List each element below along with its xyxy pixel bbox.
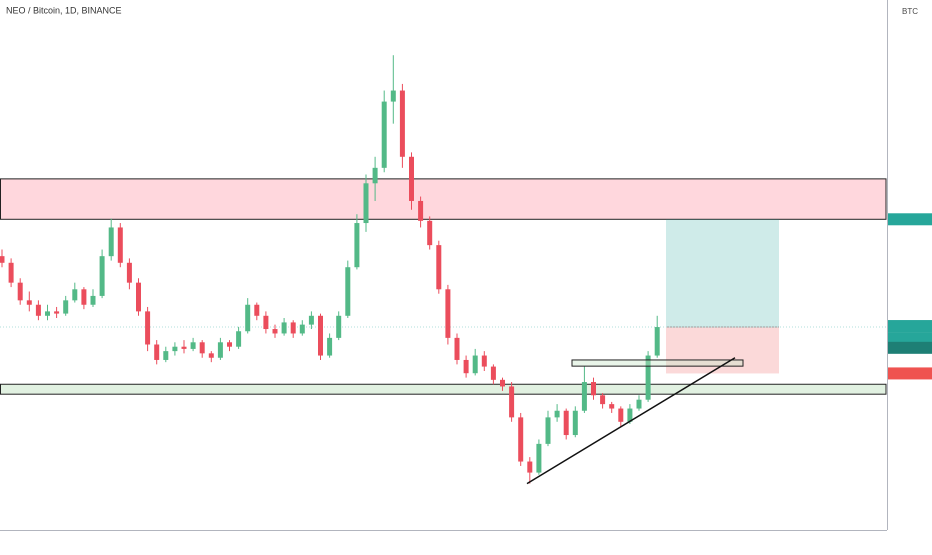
candle-body [199, 342, 205, 354]
candle-body [208, 353, 214, 358]
candle-body [99, 256, 105, 296]
candle-body [181, 346, 187, 349]
candle-body [35, 304, 41, 316]
price-label-bg [888, 320, 932, 333]
candle-body [490, 366, 496, 380]
candle-body [145, 311, 151, 345]
candle-body [627, 408, 633, 422]
candle-body [581, 382, 587, 411]
candle-body [63, 300, 69, 314]
candle-body [299, 324, 305, 334]
candle-body [263, 315, 269, 330]
resistance-zone [0, 178, 887, 220]
candle-body [554, 410, 560, 418]
candle-body [217, 342, 223, 358]
breakout-box [571, 359, 744, 367]
candle-body [536, 443, 542, 473]
candle-body [136, 282, 141, 312]
candle-body [72, 289, 78, 301]
candle-body [436, 245, 442, 290]
candle-body [108, 227, 114, 257]
candle-body [318, 315, 323, 356]
candle-body [363, 183, 369, 224]
candle-body [281, 322, 287, 334]
candle-body [591, 382, 596, 396]
support-zone [0, 383, 887, 395]
candle-body [399, 90, 405, 157]
candle-body [472, 355, 478, 374]
candle-body [190, 342, 196, 349]
candle-body [572, 410, 578, 436]
candle-body [636, 399, 642, 409]
candle-body [390, 90, 396, 102]
candle-body [254, 304, 260, 316]
candle-body [518, 417, 524, 462]
candle-body [227, 342, 232, 347]
candle-body [618, 408, 624, 422]
candle-body [418, 200, 424, 221]
candle-body [154, 344, 160, 360]
candle-body [654, 327, 660, 356]
candle-body [272, 329, 278, 334]
candle-body [445, 289, 451, 338]
candle-body [527, 461, 533, 473]
candle-body [545, 417, 551, 444]
currency-label: BTC [902, 7, 918, 16]
candle-body [454, 337, 460, 360]
candle-body [117, 227, 123, 263]
candle-body [336, 315, 342, 338]
candle-body [90, 295, 96, 305]
candle-body [381, 101, 387, 168]
candle-body [8, 262, 14, 283]
candle-body [500, 379, 505, 387]
candle-body [563, 410, 569, 436]
candle-body [81, 289, 87, 305]
price-label-bg [888, 213, 932, 226]
candle-body [372, 167, 378, 184]
candle-body [172, 346, 178, 352]
candle-body [345, 267, 351, 316]
chart-title: NEO / Bitcoin, 1D, BINANCE [6, 5, 122, 15]
candle-body [163, 351, 169, 360]
candle-body [409, 156, 414, 201]
countdown-bg [888, 332, 932, 344]
candle-body [236, 331, 242, 347]
candle-body [290, 322, 296, 334]
candle-body [427, 220, 433, 246]
candle-body [354, 223, 360, 268]
candle-body [45, 311, 50, 316]
candle-body [645, 355, 651, 400]
candle-body [54, 311, 60, 314]
candle-body [463, 359, 469, 374]
candle-body [481, 355, 487, 367]
price-label-bg [888, 341, 932, 354]
candle-body [308, 315, 314, 325]
trend-line [526, 357, 736, 485]
candle-body [0, 256, 5, 263]
candle-body [509, 386, 515, 418]
candle-body [126, 262, 132, 283]
candle-body [26, 300, 32, 305]
candle-body [609, 404, 615, 409]
price-label-bg [888, 367, 932, 380]
candle-body [600, 395, 606, 405]
take-profit-area [666, 219, 779, 328]
candle-body [327, 337, 333, 356]
candle-body [17, 282, 23, 301]
candle-body [245, 304, 251, 332]
